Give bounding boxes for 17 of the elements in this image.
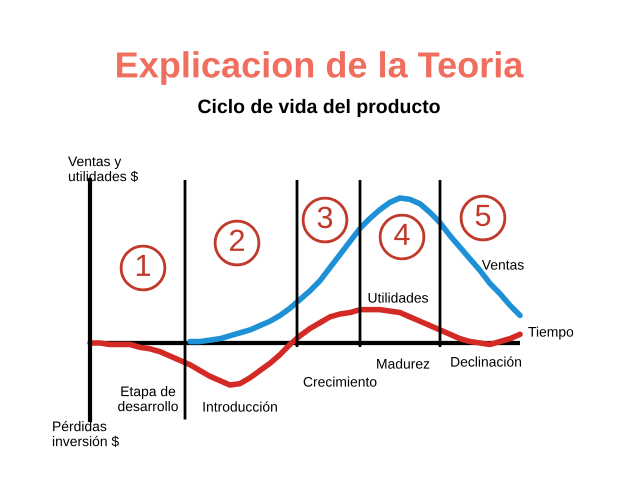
text: Etapa de desarrollo <box>118 386 178 412</box>
series-label: Ventas <box>482 260 524 270</box>
text: Introducción <box>203 401 277 412</box>
annotation: Crecimiento <box>304 376 376 387</box>
chart-title: Explicacion de la Teoria <box>117 51 524 85</box>
chart-subtitle: Ciclo de vida del producto <box>198 98 440 118</box>
annotation: Declinación <box>451 356 521 367</box>
text: Pérdidas inversión $ <box>52 420 119 448</box>
y-axis-title: Ventas y utilidades $ <box>68 156 138 182</box>
x-axis-title: Tiempo <box>528 326 574 340</box>
annotation: 3 <box>318 206 332 228</box>
annotation: 5 <box>476 204 490 226</box>
annotation: 4 <box>394 224 410 245</box>
series-label: Utilidades <box>368 292 428 303</box>
annotation: 2 <box>230 230 244 251</box>
annotation: Madurez <box>377 358 430 369</box>
annotation: 1 <box>136 254 150 276</box>
